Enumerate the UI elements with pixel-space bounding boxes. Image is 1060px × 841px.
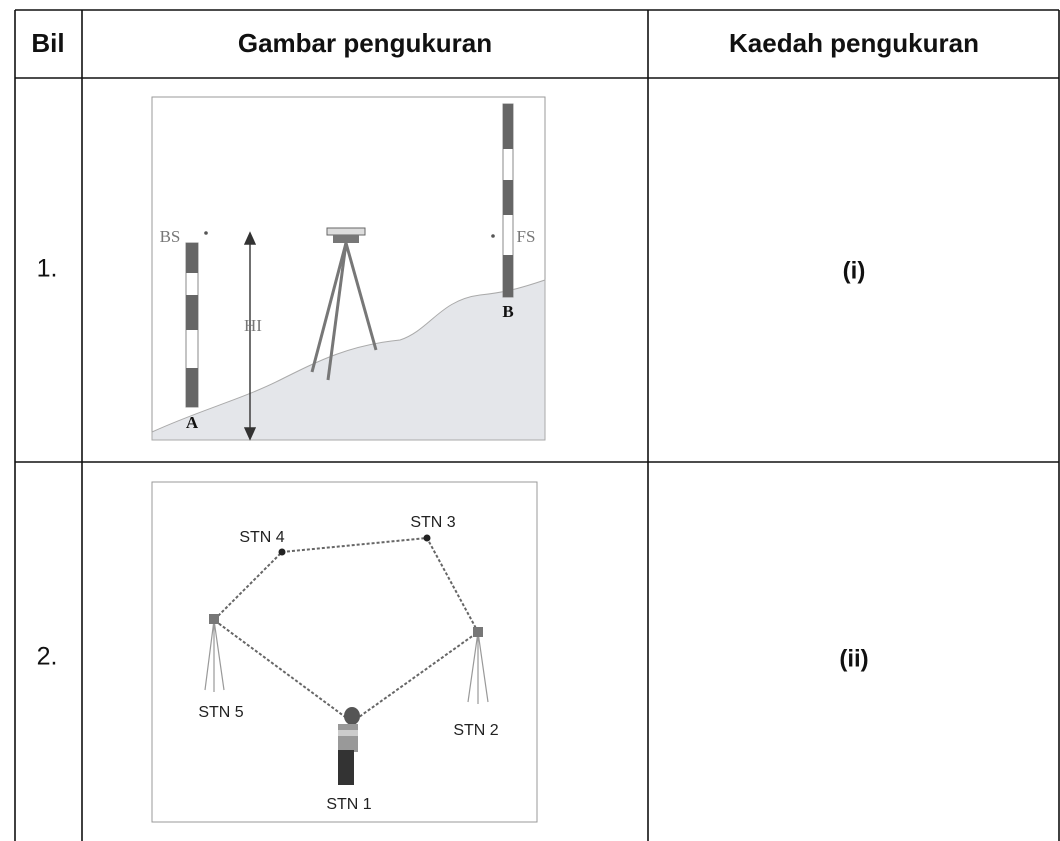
station-label: STN 1 [326, 796, 371, 813]
levelling-figure: BS FS HI A B [151, 96, 546, 441]
station-label: STN 5 [198, 704, 243, 721]
figure-label: A [186, 413, 199, 432]
station-label: STN 2 [453, 722, 498, 739]
traverse-figure: STN 4 STN 3 STN 5 STN 2 STN 1 [151, 481, 538, 823]
table-grid [14, 9, 1060, 841]
header-cell: Kaedah pengukuran [729, 28, 979, 58]
station-label: STN 3 [410, 514, 455, 531]
header-cell: Bil [31, 28, 64, 58]
row-number: 1. [37, 255, 58, 283]
figure-label: BS [160, 227, 181, 246]
method-cell: (i) [843, 257, 866, 284]
station-label: STN 4 [239, 529, 284, 546]
figure-label: FS [517, 227, 536, 246]
row-number: 2. [37, 643, 58, 671]
method-cell: (ii) [839, 645, 868, 672]
header-cell: Gambar pengukuran [238, 28, 492, 58]
figure-label: B [502, 302, 513, 321]
figure-label: HI [244, 316, 262, 335]
